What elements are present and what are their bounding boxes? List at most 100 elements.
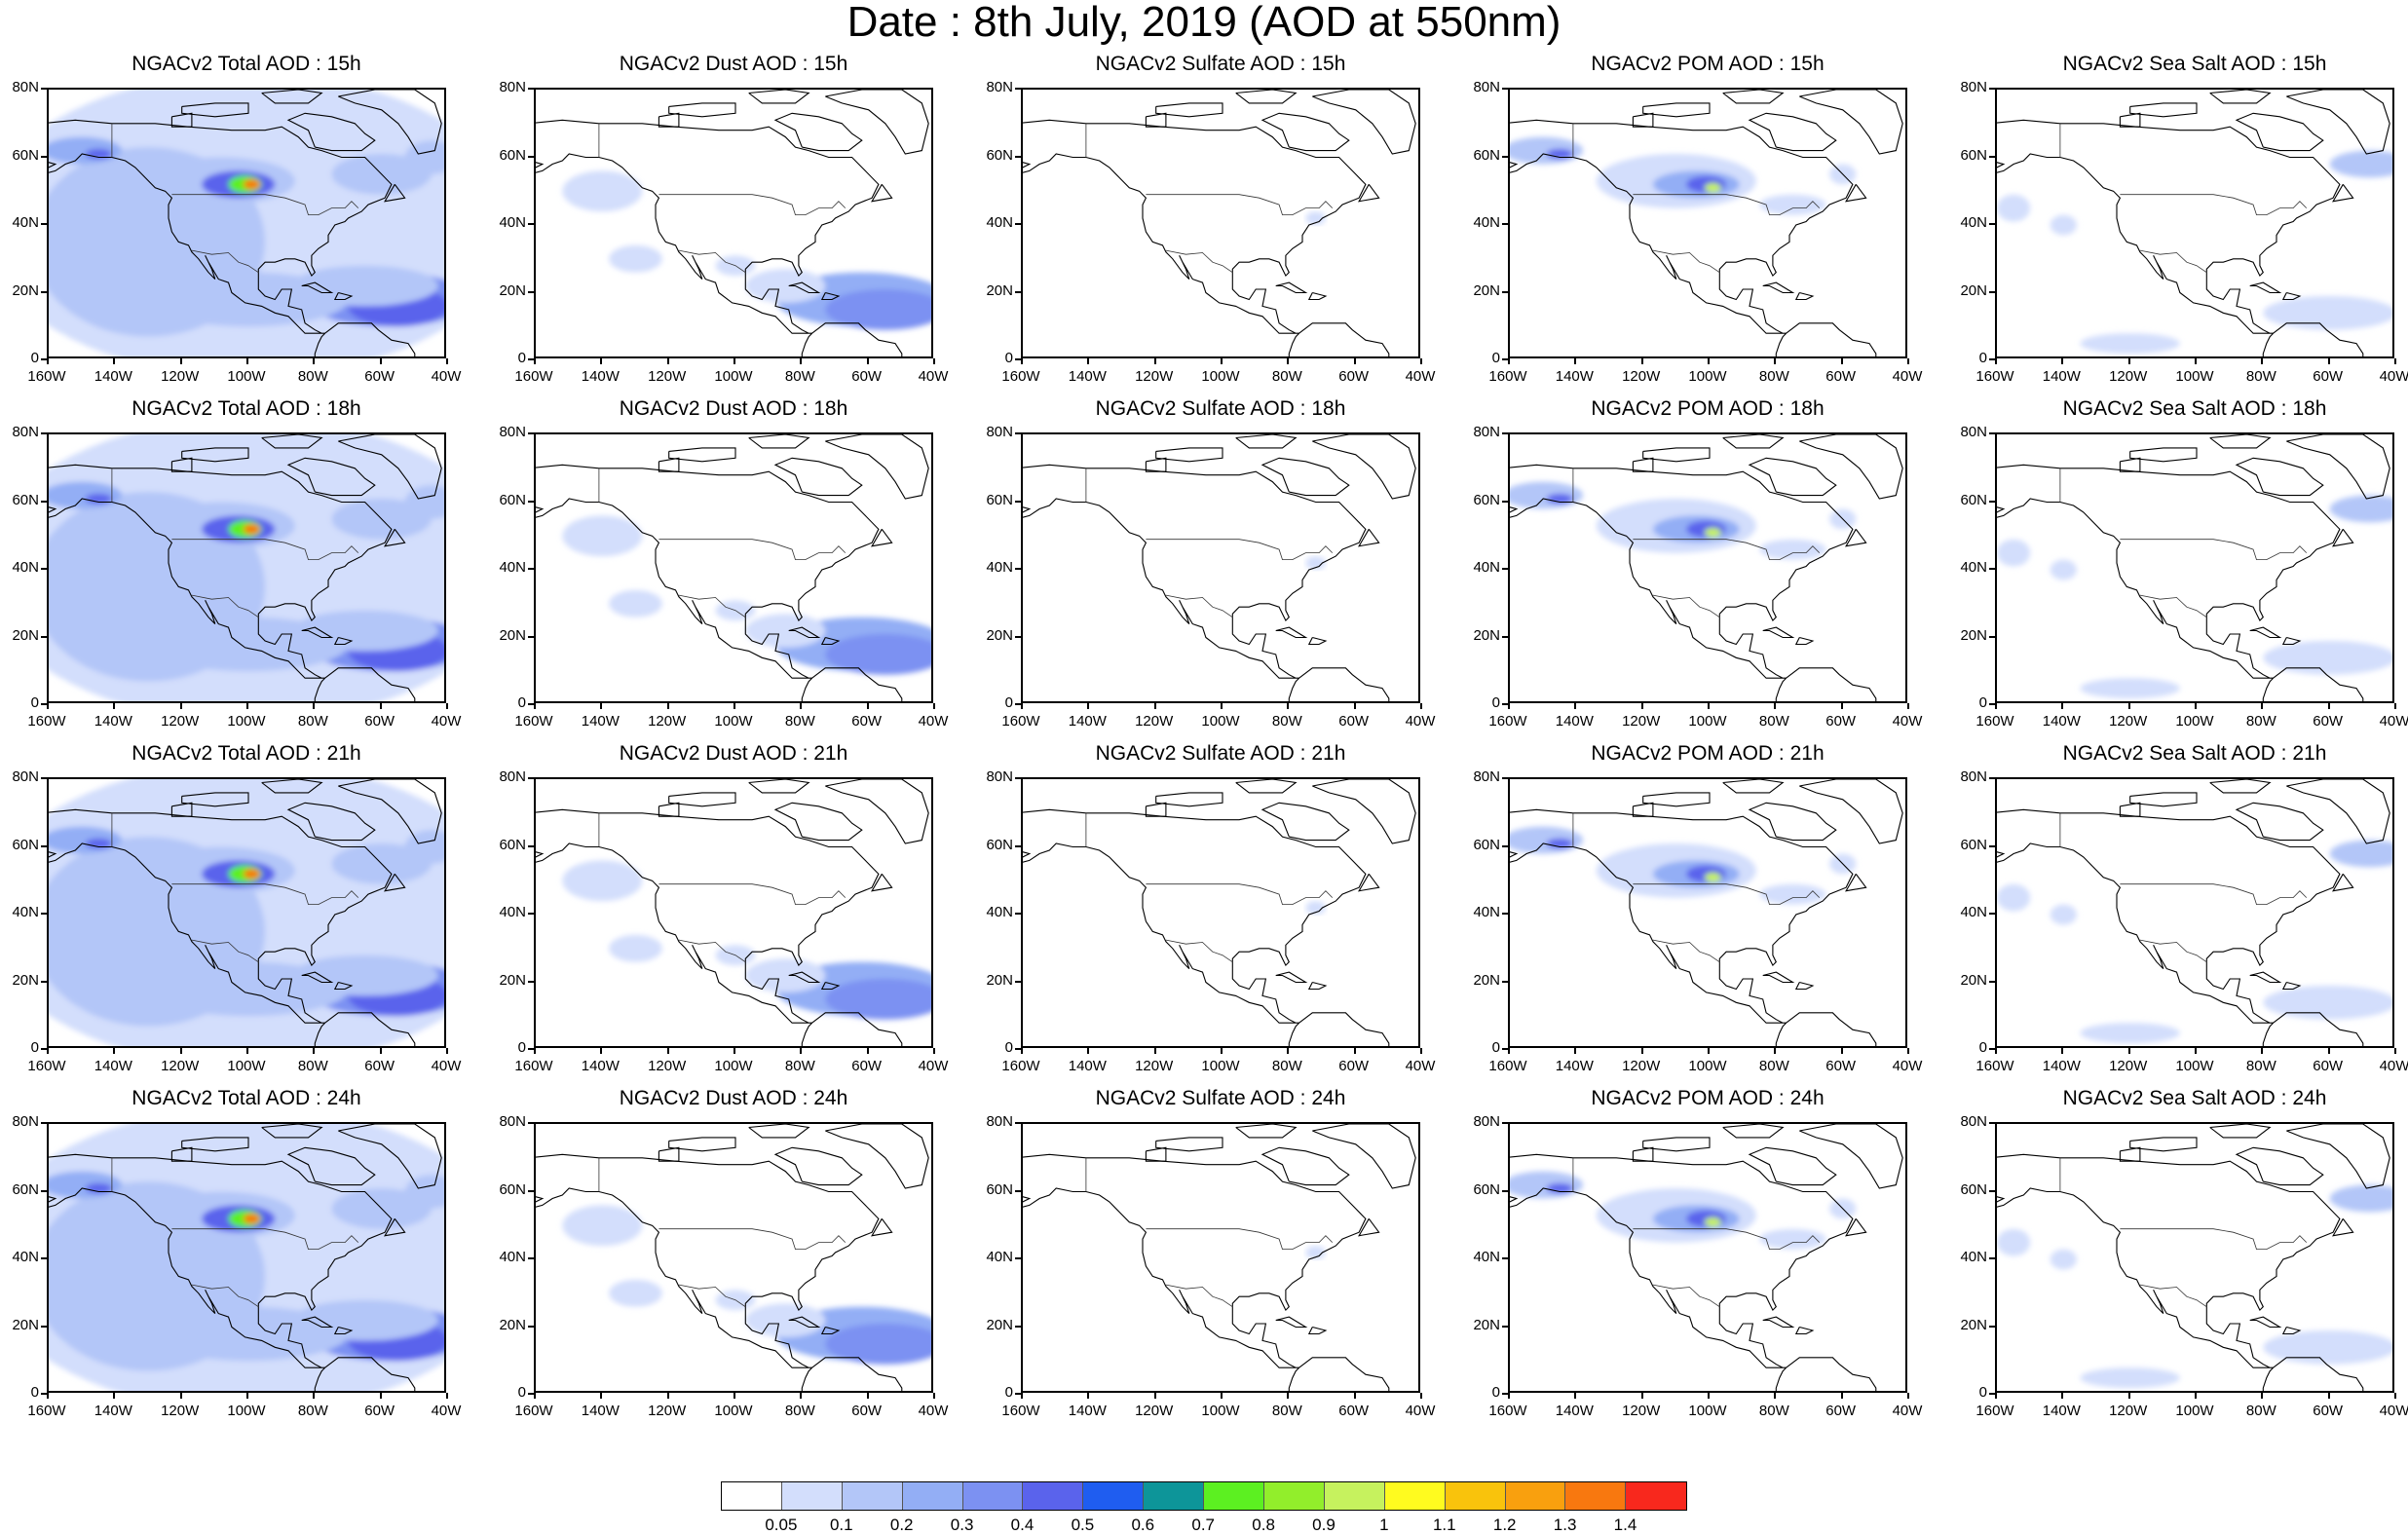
coastline [301,1316,334,1329]
coastline [1023,1153,1367,1368]
latitude-tick-label: 60N [1960,1180,1987,1198]
longitude-tick-mark [1153,703,1156,709]
latitude-tick-mark [1989,980,1995,983]
latitude-tick-mark [1989,1325,1995,1328]
longitude-tick-mark [1640,703,1643,709]
latitude-tick-mark [41,777,47,779]
aod-field [2050,904,2077,925]
latitude-tick-mark [1502,88,1508,90]
longitude-tick-label: 40W [1405,368,1436,385]
national-border [2139,939,2207,963]
coastline [1632,112,1654,128]
national-border [1652,249,1720,274]
aod-field [562,170,643,212]
aod-field [1997,1228,2031,1256]
coastline [1997,1153,2341,1368]
coastline [1722,779,1785,794]
latitude-tick-label: 20N [12,626,39,644]
latitude-tick-mark [528,913,534,915]
coastline [170,1146,193,1162]
latitude-tick-mark [1015,980,1021,983]
latitude-tick-mark [1502,1257,1508,1259]
coastline [1260,802,1350,842]
coastline [2209,1124,2272,1139]
coastline [2262,322,2364,356]
longitude-tick-label: 160W [514,1058,553,1074]
aod-field [1759,883,1826,905]
longitude-tick-mark [1907,1393,1909,1399]
longitude-tick-mark [1508,1393,1510,1399]
longitude-tick-label: 140W [581,368,620,385]
latitude-tick-mark [528,1122,534,1124]
aod-field [243,1214,260,1224]
coastline [286,802,376,842]
latitude-tick-mark [41,1189,47,1192]
longitude-tick-label: 80W [1758,1058,1789,1074]
coastline [181,447,249,463]
colorbar-label: 1.1 [1432,1516,1456,1534]
longitude-tick-label: 80W [1758,368,1789,385]
latitude-tick-mark [41,432,47,434]
map-svg [536,1124,931,1391]
coastline [338,434,442,500]
longitude-tick-mark [933,703,935,709]
longitude-tick-mark [1708,1393,1710,1399]
national-border [658,883,847,905]
aod-field [609,934,662,962]
coastline [871,1217,893,1237]
latitude-tick-mark [528,223,534,225]
coastline [668,792,736,807]
longitude-tick-mark [800,1393,803,1399]
longitude-tick-mark [2261,703,2264,709]
colorbar-label: 0.9 [1312,1516,1336,1534]
coastline [2209,434,2272,449]
longitude-tick-label: 60W [364,1058,395,1074]
latitude-tick-mark [41,500,47,503]
longitude-tick-mark [734,1048,735,1054]
longitude-tick-label: 80W [784,713,815,730]
coastline [333,636,354,646]
latitude-tick-mark [1502,290,1508,293]
longitude-tick-label: 120W [1135,713,1174,730]
map-plot-area [47,432,446,703]
longitude-tick-mark [1087,1393,1090,1399]
coastline [773,112,863,152]
longitude-tick-label: 140W [581,713,620,730]
longitude-tick-label: 160W [1975,368,2014,385]
longitude-tick-label: 100W [714,713,753,730]
longitude-tick-mark [1574,358,1577,364]
coastline [181,792,249,807]
longitude-tick-mark [1420,1048,1422,1054]
aod-field [825,289,931,330]
map-svg [1510,1124,1903,1391]
longitude-tick-label: 100W [1201,368,1240,385]
panel-title: NGACv2 Sulfate AOD : 15h [1095,53,1346,75]
colorbar-swatch [1023,1482,1084,1510]
colorbar [721,1481,1688,1511]
aod-field [2263,640,2392,675]
longitude-tick-mark [1087,358,1090,364]
latitude-tick-label: 0 [1004,350,1013,366]
coastline [2119,457,2141,472]
aod-field [1759,539,1826,560]
longitude-tick-mark [47,1393,49,1399]
national-border [678,939,746,963]
latitude-tick-mark [1502,155,1508,158]
latitude-tick-label: 0 [1491,1384,1500,1401]
latitude-tick-mark [1015,155,1021,158]
aod-field [1759,194,1826,215]
national-border [191,249,259,274]
national-border [678,1284,746,1308]
longitude-tick-label: 60W [364,1403,395,1419]
longitude-tick-mark [1153,1048,1156,1054]
coastline [2332,1217,2354,1237]
coastline [1288,1357,1390,1391]
longitude-tick-mark [246,358,248,364]
colorbar-label: 1 [1379,1516,1389,1534]
aod-field [1704,1217,1721,1227]
longitude-tick-label: 160W [1488,368,1527,385]
longitude-tick-mark [2327,1048,2330,1054]
longitude-tick-mark [1574,703,1577,709]
latitude-tick-label: 0 [1004,1039,1013,1056]
coastline [1632,1146,1654,1162]
